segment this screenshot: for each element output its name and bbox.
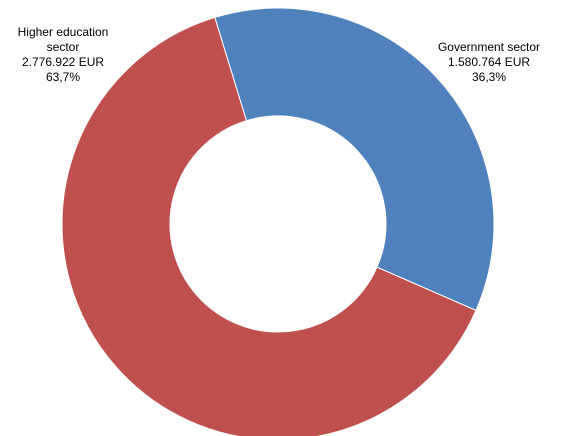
label-government-percent: 36,3% (471, 70, 507, 84)
label-government-value: 1.580.764 EUR (447, 55, 531, 69)
label-government-sector: Government sector 1.580.764 EUR 36,3% (424, 40, 554, 85)
label-higher-education-value: 2.776.922 EUR (21, 55, 105, 69)
label-higher-education-name-2: sector (46, 40, 80, 54)
donut-slice-higher-education-sector (61, 16, 477, 436)
label-higher-education-name-1: Higher education (17, 25, 109, 39)
label-higher-education-sector: Higher education sector 2.776.922 EUR 63… (3, 25, 123, 85)
label-higher-education-percent: 63,7% (45, 70, 81, 84)
donut-slice-government-sector (214, 7, 495, 312)
label-government-name: Government sector (437, 40, 541, 54)
